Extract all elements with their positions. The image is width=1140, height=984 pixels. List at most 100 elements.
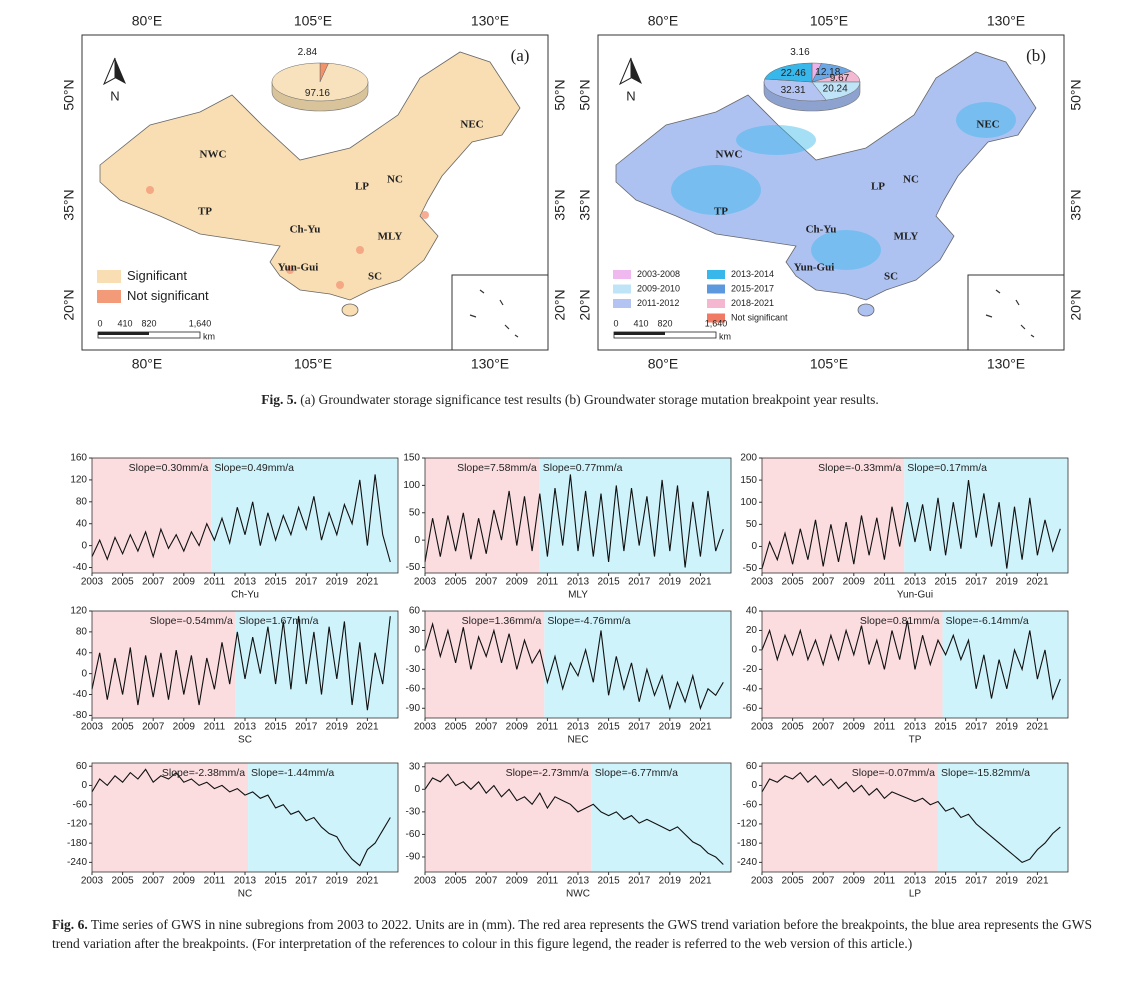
y-tick-label: -20 <box>743 664 758 675</box>
pie-slice <box>271 62 369 102</box>
x-tick-label: 2005 <box>444 722 467 733</box>
x-axis-label: NEC <box>567 735 588 746</box>
region-label: NWC <box>716 149 743 161</box>
y-tick-label: -120 <box>67 819 87 830</box>
y-tick-label: -60 <box>73 799 88 810</box>
gws-line <box>91 768 391 867</box>
x-tick-label: 2015 <box>597 876 620 887</box>
legend-swatch <box>707 299 725 308</box>
x-tick-label: 2015 <box>597 722 620 733</box>
slope-annotation: Slope=1.36mm/a <box>462 615 542 627</box>
x-tick-label: 2009 <box>173 577 196 588</box>
x-tick-label: 2013 <box>234 722 257 733</box>
x-tick-label: 2021 <box>356 876 379 887</box>
pie-slice <box>811 81 861 101</box>
lon-label: 105°E <box>294 13 332 29</box>
x-tick-label: 2015 <box>264 577 287 588</box>
y-tick-label: 0 <box>751 780 757 791</box>
x-tick-label: 2009 <box>173 722 196 733</box>
y-tick-label: -90 <box>406 703 421 714</box>
y-tick-label: -50 <box>743 563 758 574</box>
gws-line <box>91 474 391 563</box>
before-shade <box>762 611 943 718</box>
x-tick-label: 2013 <box>904 722 927 733</box>
x-tick-label: 2009 <box>506 722 529 733</box>
x-tick-label: 2017 <box>295 577 318 588</box>
scale-label: 410 <box>117 318 132 328</box>
ts-panel: -50 0 50 100 150 2003 2005 2007 2009 2011 2013 2015… <box>403 453 732 601</box>
lon-label: 130°E <box>471 356 509 372</box>
scale-label: 0 <box>613 318 618 328</box>
y-tick-label: 200 <box>740 453 757 464</box>
pie-label: 32.31 <box>781 85 806 96</box>
y-tick-label: 50 <box>409 507 421 518</box>
y-tick-label: 80 <box>76 627 88 638</box>
north-label: N <box>626 88 635 103</box>
lat-label: 50°N <box>61 79 77 110</box>
x-axis-label: NC <box>238 889 252 900</box>
x-tick-label: 2021 <box>1026 722 1049 733</box>
x-tick-label: 2013 <box>567 722 590 733</box>
legend-swatch <box>613 284 631 294</box>
caption-text: (a) Groundwater storage significance tes… <box>300 392 879 407</box>
lat-label: 50°N <box>577 79 593 110</box>
x-tick-label: 2005 <box>781 577 804 588</box>
panel-label: (b) <box>1026 46 1046 65</box>
x-tick-label: 2003 <box>414 876 437 887</box>
slope-annotation: Slope=0.49mm/a <box>214 462 294 474</box>
x-tick-label: 2009 <box>506 876 529 887</box>
x-tick-label: 2013 <box>567 577 590 588</box>
x-tick-label: 2003 <box>414 577 437 588</box>
lat-label: 20°N <box>1068 289 1084 320</box>
lat-label: 50°N <box>552 79 568 110</box>
after-shade <box>544 611 731 718</box>
after-shade <box>942 611 1068 718</box>
lat-label: 35°N <box>552 189 568 220</box>
ts-panel: -240 -180 -120 -60 0 60 2003 2005 2007 2009 2011 20… <box>737 761 1069 900</box>
region-label: NEC <box>976 119 999 131</box>
scale-label: 410 <box>633 318 648 328</box>
lat-label: 20°N <box>61 289 77 320</box>
y-tick-label: 30 <box>409 761 421 772</box>
map-patch <box>671 165 761 215</box>
y-tick-label: 0 <box>81 540 87 551</box>
y-tick-label: -240 <box>737 857 757 868</box>
x-tick-label: 2011 <box>537 876 559 887</box>
x-tick-label: 2009 <box>506 577 529 588</box>
x-axis-label: Yun-Gui <box>897 590 933 601</box>
x-tick-label: 2009 <box>843 577 866 588</box>
gws-line <box>761 771 1061 864</box>
x-tick-label: 2005 <box>111 722 134 733</box>
map-speckle <box>286 266 294 274</box>
region-label: NEC <box>460 119 483 131</box>
after-shade <box>248 763 398 872</box>
caption-text: Time series of GWS in nine subregions fr… <box>52 917 1092 951</box>
after-shade <box>211 458 398 573</box>
map-speckle <box>356 246 364 254</box>
x-tick-label: 2019 <box>996 722 1019 733</box>
y-tick-label: -40 <box>743 683 758 694</box>
y-tick-label: 20 <box>746 625 758 636</box>
region-label: NC <box>903 174 919 186</box>
x-axis-label: NWC <box>566 889 590 900</box>
gws-line <box>761 620 1061 701</box>
y-tick-label: 60 <box>76 761 88 772</box>
x-tick-label: 2021 <box>689 876 712 887</box>
lat-label: 35°N <box>577 189 593 220</box>
north-arrow-half <box>631 58 642 84</box>
y-tick-label: -180 <box>67 838 87 849</box>
pie-label: 97.16 <box>305 88 330 99</box>
y-tick-label: 0 <box>81 668 87 679</box>
region-label: Yun-Gui <box>278 262 319 274</box>
y-tick-label: -40 <box>73 562 88 573</box>
scale-bar-fill <box>614 332 665 335</box>
x-tick-label: 2013 <box>234 577 257 588</box>
x-tick-label: 2005 <box>781 876 804 887</box>
x-tick-label: 2017 <box>295 876 318 887</box>
x-tick-label: 2011 <box>874 722 896 733</box>
y-tick-label: 120 <box>70 475 87 486</box>
legend-label: 2015-2017 <box>731 283 774 293</box>
x-tick-label: 2007 <box>475 577 498 588</box>
x-tick-label: 2017 <box>965 577 988 588</box>
